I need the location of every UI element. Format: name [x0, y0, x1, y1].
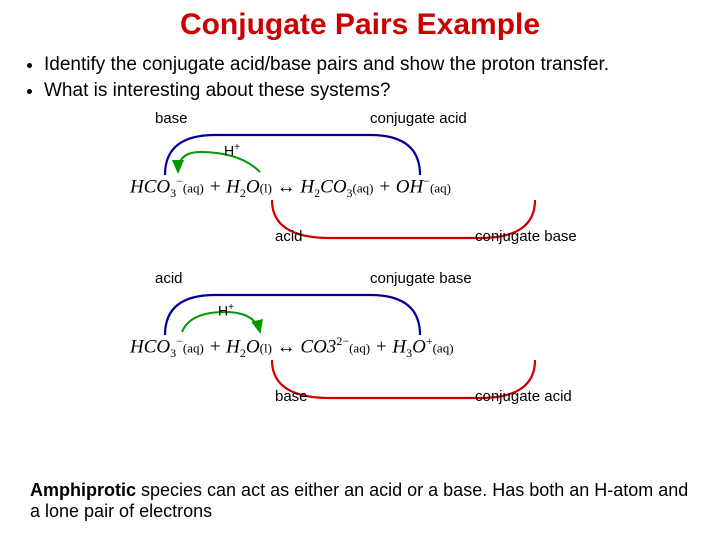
bullet-list: Identify the conjugate acid/base pairs a…: [0, 42, 720, 110]
r1-equation: HCO3−(aq) + H2O(l) ↔ H2CO3(aq) + OH−(aq): [130, 174, 451, 201]
r1-acid-label: acid: [275, 228, 303, 245]
r1-hplus: H+: [224, 142, 240, 159]
r2-conj-acid-label: conjugate acid: [475, 388, 572, 405]
page-title: Conjugate Pairs Example: [0, 0, 720, 42]
r2-conj-base-label: conjugate base: [370, 270, 472, 287]
r2-acid-label: acid: [155, 270, 183, 287]
r1-conj-acid-label: conjugate acid: [370, 110, 467, 127]
r1-base-label: base: [155, 110, 188, 127]
bullet-item: What is interesting about these systems?: [44, 80, 690, 102]
r2-base-label: base: [275, 388, 308, 405]
arcs-svg: [0, 110, 720, 460]
r2-equation: HCO3−(aq) + H2O(l) ↔ CO32−(aq) + H3O+(aq…: [130, 334, 454, 361]
r2-hplus: H+: [218, 302, 234, 319]
bullet-item: Identify the conjugate acid/base pairs a…: [44, 54, 690, 76]
footer-note: Amphiprotic species can act as either an…: [30, 480, 690, 522]
diagram-area: base conjugate acid H+ HCO3−(aq) + H2O(l…: [0, 110, 720, 460]
r1-conj-base-label: conjugate base: [475, 228, 577, 245]
footer-bold: Amphiprotic: [30, 480, 136, 500]
